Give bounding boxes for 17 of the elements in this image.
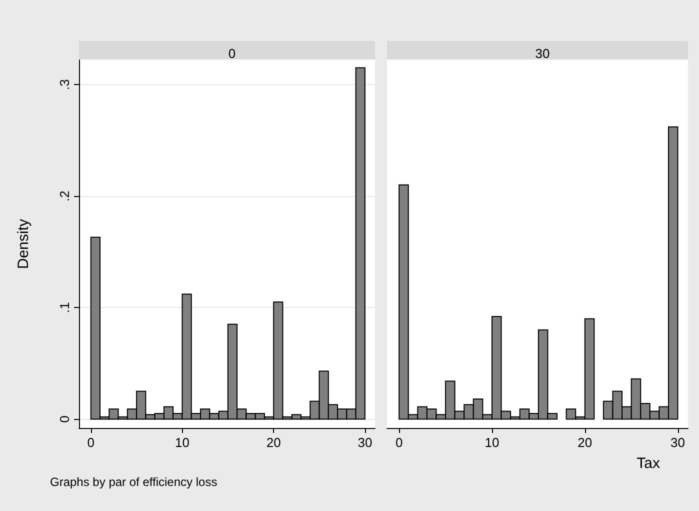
y-tick-label: .1	[57, 302, 72, 313]
x-tick-label: 10	[484, 435, 500, 450]
x-tick-label: 10	[175, 435, 190, 450]
y-axis-title: Density	[15, 218, 32, 270]
x-tick-label: 20	[578, 435, 592, 450]
x-tick-label: 0	[395, 435, 403, 450]
chart-title: 30	[535, 46, 550, 61]
y-tick-label: 0	[57, 415, 72, 423]
x-tick-label: 20	[266, 435, 281, 450]
text: Graphs by par of efficiency loss	[50, 475, 218, 489]
x-axis-title: Tax	[636, 455, 660, 472]
x-tick-label: 30	[358, 435, 372, 450]
x-tick-label: 30	[670, 435, 686, 450]
chart-title: 0	[228, 46, 236, 61]
y-tick-label: .3	[57, 79, 72, 90]
y-tick-label: .2	[57, 190, 72, 202]
x-tick-label: 0	[87, 435, 94, 450]
